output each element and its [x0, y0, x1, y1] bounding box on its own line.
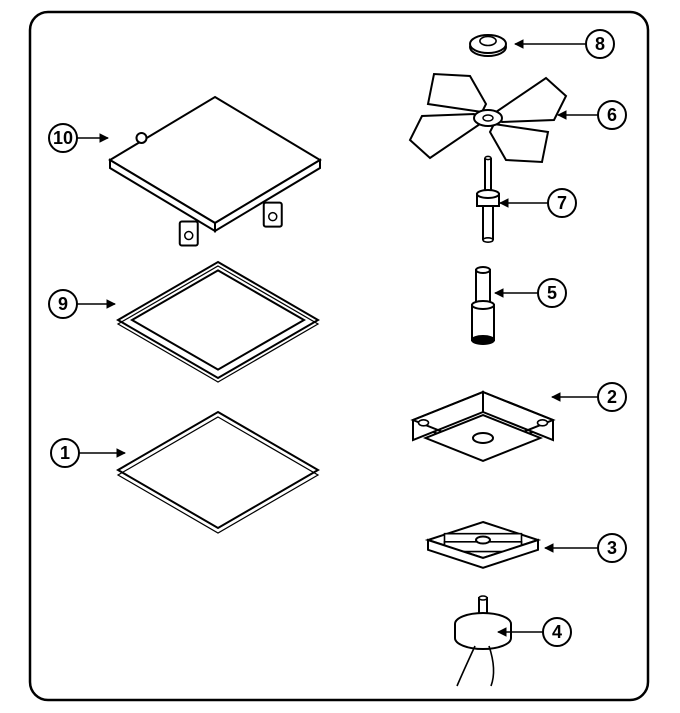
callout-8: 8	[515, 30, 614, 58]
part-2-upper-bracket	[413, 392, 553, 461]
part-5-sleeve	[472, 267, 494, 344]
part-9-gasket-frame	[118, 262, 318, 382]
callout-label-8: 8	[595, 34, 605, 54]
callout-label-9: 9	[58, 294, 68, 314]
callout-label-4: 4	[552, 622, 562, 642]
part-7-shaft	[477, 156, 499, 242]
callout-label-3: 3	[607, 538, 617, 558]
callout-1: 1	[51, 439, 125, 467]
parts	[110, 35, 566, 686]
part-10-cover-plate	[110, 97, 320, 246]
callout-label-6: 6	[607, 105, 617, 125]
part-4-motor	[455, 596, 511, 686]
callout-6: 6	[558, 101, 626, 129]
callout-3: 3	[545, 534, 626, 562]
part-6-fan-blade	[410, 74, 566, 162]
callout-label-5: 5	[547, 283, 557, 303]
callout-label-7: 7	[557, 193, 567, 213]
callout-label-1: 1	[60, 443, 70, 463]
part-3-lower-bracket	[428, 522, 538, 568]
callout-5: 5	[495, 279, 566, 307]
callout-10: 10	[49, 124, 108, 152]
exploded-parts-diagram: 1 2 3 4 5 6 7 8 9 10	[0, 0, 680, 713]
callout-9: 9	[49, 290, 115, 318]
callout-label-2: 2	[607, 387, 617, 407]
callout-2: 2	[552, 383, 626, 411]
callouts: 1 2 3 4 5 6 7 8 9 10	[49, 30, 626, 646]
callout-label-10: 10	[53, 128, 73, 148]
part-1-filter-plate	[118, 412, 318, 533]
callout-7: 7	[500, 189, 576, 217]
part-8-cap-nut	[470, 35, 506, 56]
